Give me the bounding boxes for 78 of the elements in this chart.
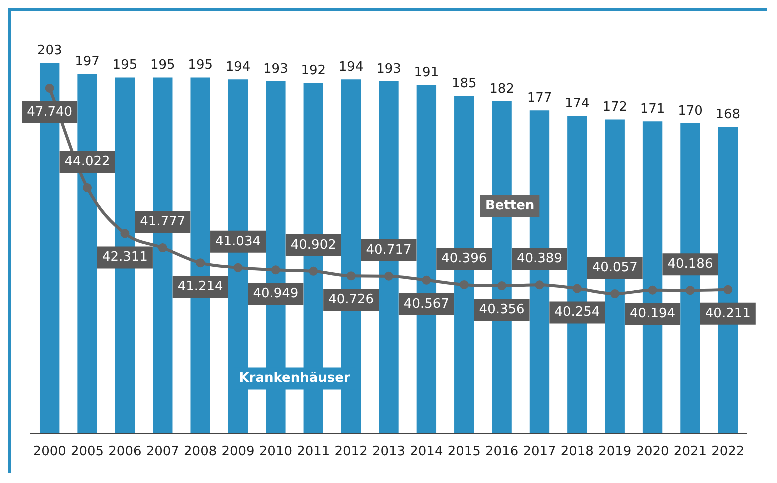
- data-label: 40.389: [516, 252, 562, 267]
- x-tick-label: 2008: [184, 444, 218, 460]
- data-label: 197: [75, 54, 100, 70]
- point: [346, 272, 356, 281]
- point: [610, 290, 620, 299]
- x-tick-label: 2009: [222, 444, 255, 460]
- x-tick-label: 2019: [598, 444, 632, 460]
- data-label: 40.057: [592, 260, 638, 276]
- point: [234, 263, 243, 272]
- data-label: 41.777: [140, 214, 186, 230]
- data-label: 192: [301, 64, 326, 79]
- point: [422, 276, 432, 285]
- data-label: 40.949: [253, 286, 299, 302]
- point: [384, 272, 394, 281]
- point: [498, 282, 507, 291]
- data-label: 40.396: [442, 251, 488, 266]
- data-label: 195: [112, 58, 138, 74]
- point: [572, 284, 582, 294]
- data-label: 40.567: [404, 296, 450, 312]
- data-label: 40.717: [366, 242, 412, 258]
- x-tick-label: 2020: [636, 444, 670, 460]
- point: [724, 285, 733, 294]
- data-label: 177: [527, 91, 552, 106]
- x-tick-label: 2015: [448, 444, 481, 460]
- data-label: 40.211: [705, 306, 751, 322]
- x-tick-label: 2012: [334, 444, 368, 460]
- x-tick-label: 2022: [712, 444, 745, 460]
- point: [83, 183, 92, 192]
- point: [196, 258, 206, 268]
- text: Betten: [485, 198, 535, 214]
- point: [460, 280, 469, 290]
- x-tick-label: 2021: [674, 444, 708, 460]
- x-tick-label: 2006: [108, 444, 142, 460]
- data-label: 191: [414, 65, 440, 80]
- data-label: 174: [565, 96, 590, 112]
- data-label: 195: [150, 58, 176, 74]
- x-tick-label: 2007: [146, 444, 180, 460]
- x-tick-label: 2014: [410, 444, 444, 460]
- point: [686, 286, 695, 296]
- data-label: 41.214: [178, 279, 224, 294]
- data-label: 40.356: [479, 302, 525, 318]
- data-label: 185: [452, 76, 477, 92]
- data-label: 203: [37, 44, 62, 59]
- x-tick-label: 2011: [297, 444, 330, 460]
- series-label: Krankenhäuser: [239, 371, 351, 386]
- data-label: 40.194: [630, 306, 676, 322]
- x-tick-label: 2017: [523, 444, 556, 460]
- point: [158, 244, 168, 253]
- point: [45, 84, 54, 93]
- data-label: 168: [716, 107, 741, 122]
- data-label: 40.726: [328, 292, 374, 308]
- point: [120, 229, 130, 238]
- x-tick-label: 2005: [70, 444, 104, 460]
- data-label: 47.740: [27, 104, 73, 120]
- data-label: 171: [640, 102, 666, 117]
- data-label: 195: [188, 58, 213, 74]
- point: [271, 266, 280, 275]
- data-label: 172: [602, 100, 628, 116]
- x-tick-label: 2010: [259, 444, 292, 460]
- data-label: 194: [226, 60, 251, 75]
- data-label: 194: [338, 60, 364, 75]
- data-label: 170: [678, 104, 703, 119]
- x-tick-label: 2016: [486, 444, 519, 460]
- x-tick-label: 2018: [560, 444, 594, 460]
- x-tick-label: 2013: [372, 444, 406, 460]
- data-label: 41.034: [216, 234, 262, 250]
- data-label: 193: [376, 62, 402, 77]
- data-label: 44.022: [64, 154, 110, 170]
- data-label: 42.311: [102, 250, 148, 266]
- data-label: 40.186: [668, 256, 714, 272]
- data-label: 193: [264, 62, 288, 77]
- x-tick-label: 2000: [33, 444, 66, 460]
- data-label: 40.254: [554, 305, 600, 320]
- data-label: 182: [490, 82, 514, 97]
- point: [648, 286, 658, 295]
- point: [309, 266, 318, 276]
- data-label: 40.902: [290, 238, 336, 253]
- point: [535, 280, 544, 290]
